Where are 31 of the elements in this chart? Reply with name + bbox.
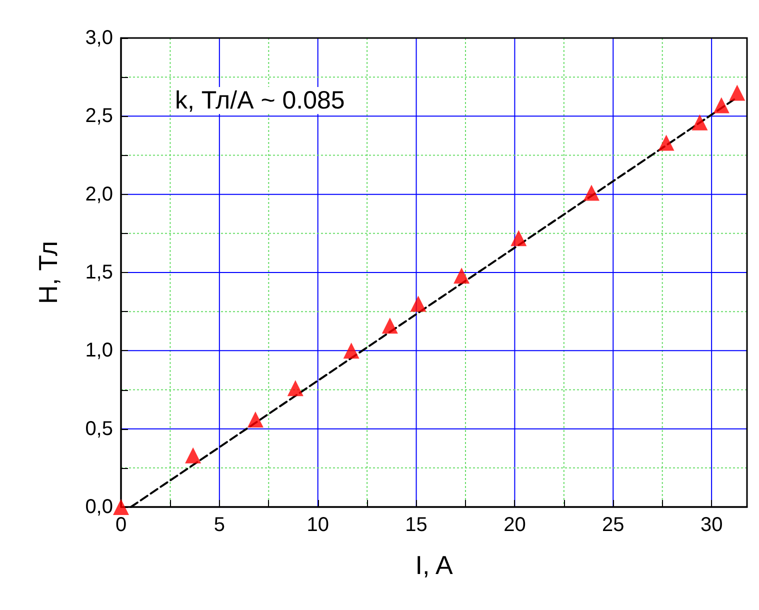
point — [410, 296, 426, 312]
x-tick-label: 15 — [405, 514, 428, 536]
point — [692, 114, 708, 130]
x-tick-label: 20 — [504, 514, 526, 536]
x-tick-label: 5 — [214, 514, 225, 536]
x-tick-label: 10 — [306, 514, 329, 536]
point — [382, 318, 398, 334]
y-tick-label: 3,0 — [85, 27, 113, 49]
y-tick-label: 2,0 — [85, 183, 113, 206]
point — [343, 342, 360, 359]
point — [185, 447, 202, 464]
x-tick-label: 0 — [115, 514, 127, 536]
point — [729, 84, 746, 101]
point — [583, 184, 600, 201]
y-tick-label: 0,5 — [85, 418, 113, 440]
x-tick-label: 30 — [700, 514, 723, 536]
x-tick-label: 25 — [602, 514, 624, 536]
point — [510, 230, 527, 246]
y-tick-label: 1,0 — [85, 340, 113, 362]
point — [713, 97, 730, 114]
point — [658, 134, 674, 151]
y-axis-title: H, Тл — [33, 240, 63, 304]
point — [454, 268, 470, 284]
point — [247, 411, 264, 428]
x-axis-title: I, A — [415, 550, 454, 580]
y-tick-label: 0,0 — [85, 496, 113, 518]
point — [113, 499, 129, 515]
point — [287, 380, 304, 396]
annotation: k, Тл/А ~ 0.085 — [175, 86, 345, 114]
y-tick-label: 1,5 — [85, 262, 113, 284]
y-tick-label: 2,5 — [85, 105, 113, 128]
